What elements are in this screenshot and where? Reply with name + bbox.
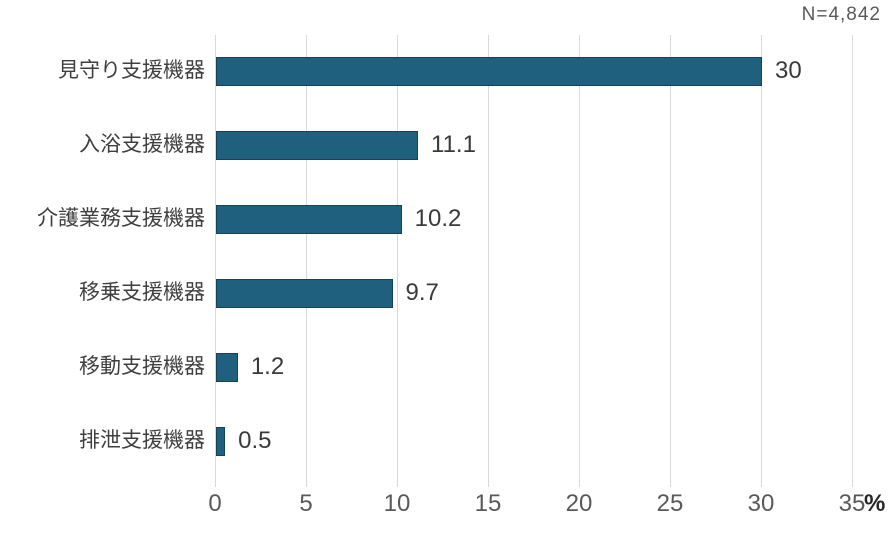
x-tick-label: 35 <box>838 490 866 517</box>
x-axis-unit-label: % <box>864 490 886 517</box>
category-label: 移乗支援機器 <box>79 281 205 304</box>
value-label: 10.2 <box>414 205 462 232</box>
value-label: 30 <box>775 57 802 84</box>
value-label: 0.5 <box>238 427 272 454</box>
x-tick-label: 0 <box>208 490 222 517</box>
x-tick-label: 15 <box>474 490 502 517</box>
bar <box>216 204 402 234</box>
gridline <box>578 35 580 487</box>
category-label: 移動支援機器 <box>79 355 205 378</box>
category-label: 介護業務支援機器 <box>37 207 205 230</box>
category-label: 見守り支援機器 <box>58 59 205 82</box>
value-label: 9.7 <box>405 279 439 306</box>
gridline <box>396 35 398 487</box>
value-label: 1.2 <box>250 353 285 380</box>
gridline <box>214 35 216 487</box>
gridline <box>851 35 853 487</box>
x-tick-label: 5 <box>299 490 313 517</box>
sample-size-label: N=4,842 <box>801 4 881 25</box>
x-tick-label: 25 <box>656 490 684 517</box>
x-tick-label: 20 <box>565 490 593 517</box>
bar <box>216 426 226 456</box>
value-label: 11.1 <box>431 131 476 158</box>
category-label: 排泄支援機器 <box>79 429 205 452</box>
gridline <box>305 35 307 487</box>
gridline <box>487 35 489 487</box>
category-label: 入浴支援機器 <box>79 133 205 156</box>
bar <box>216 352 238 382</box>
gridline <box>669 35 671 487</box>
x-tick-label: 30 <box>747 490 775 517</box>
bar <box>216 278 393 308</box>
gridline <box>760 35 762 487</box>
x-tick-label: 10 <box>383 490 411 517</box>
bar <box>216 130 419 160</box>
bar <box>216 56 762 86</box>
